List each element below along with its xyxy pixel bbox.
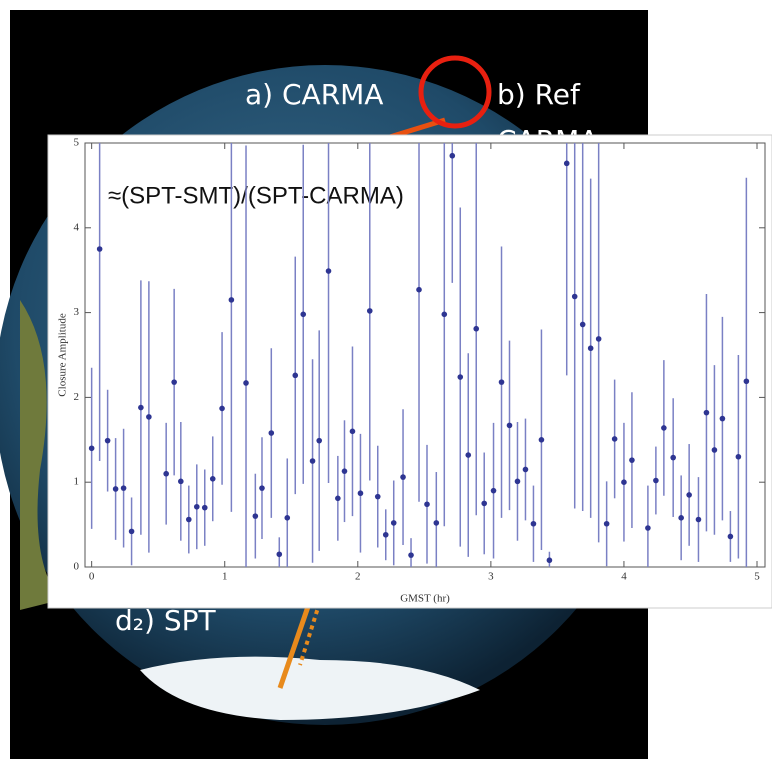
- data-point: [375, 494, 381, 500]
- data-point: [113, 486, 119, 492]
- data-point: [229, 297, 235, 303]
- data-point: [284, 515, 290, 521]
- data-point: [342, 468, 348, 474]
- annotation: ≈(SPT-SMT)/(SPT-CARMA): [108, 182, 404, 209]
- data-point: [457, 374, 463, 380]
- data-point: [202, 505, 208, 511]
- data-point: [89, 445, 95, 451]
- data-point: [326, 268, 332, 274]
- x-axis-label: GMST (hr): [400, 593, 450, 605]
- data-point: [604, 521, 610, 527]
- data-point: [408, 552, 414, 558]
- slide-label: d₂) SPT: [115, 604, 216, 637]
- data-point: [253, 513, 259, 519]
- y-tick-label: 0: [74, 561, 80, 573]
- data-point: [163, 471, 169, 477]
- x-tick-label: 3: [488, 571, 494, 583]
- data-point: [744, 378, 750, 384]
- data-point: [515, 479, 521, 485]
- data-point: [358, 490, 364, 496]
- data-point: [670, 455, 676, 461]
- data-point: [129, 529, 135, 535]
- x-tick-label: 4: [621, 571, 627, 583]
- data-point: [728, 534, 734, 540]
- data-point: [645, 525, 651, 531]
- data-point: [653, 478, 659, 484]
- data-point: [612, 436, 618, 442]
- data-point: [629, 457, 635, 463]
- data-point: [194, 504, 200, 510]
- y-tick-label: 5: [74, 137, 80, 149]
- data-point: [416, 287, 422, 293]
- data-point: [367, 308, 373, 314]
- data-point: [696, 517, 702, 523]
- y-tick-label: 1: [74, 476, 80, 488]
- data-point: [531, 521, 537, 527]
- data-point: [539, 437, 545, 443]
- data-point: [572, 294, 578, 300]
- data-point: [465, 452, 471, 458]
- data-point: [736, 454, 742, 460]
- data-point: [146, 414, 152, 420]
- y-tick-label: 2: [74, 391, 80, 403]
- data-point: [473, 326, 479, 332]
- x-tick-label: 1: [222, 571, 228, 583]
- data-point: [186, 517, 192, 523]
- slide-label: a) CARMA: [245, 78, 383, 111]
- y-axis-label: Closure Amplitude: [57, 313, 69, 397]
- y-tick-label: 3: [74, 306, 80, 318]
- data-point: [316, 438, 322, 444]
- data-point: [547, 557, 553, 563]
- data-point: [210, 476, 216, 482]
- data-point: [243, 380, 249, 386]
- data-point: [434, 520, 440, 526]
- data-point: [391, 520, 397, 526]
- data-point: [424, 501, 430, 507]
- data-point: [105, 438, 111, 444]
- data-point: [292, 373, 298, 379]
- data-point: [621, 479, 627, 485]
- data-point: [678, 515, 684, 521]
- data-point: [219, 406, 225, 412]
- data-point: [507, 423, 513, 429]
- data-point: [400, 474, 406, 480]
- data-point: [449, 153, 455, 159]
- data-point: [178, 479, 184, 485]
- data-point: [564, 161, 570, 167]
- data-point: [121, 485, 127, 491]
- data-point: [441, 311, 447, 317]
- data-point: [276, 551, 282, 557]
- y-tick-label: 4: [74, 221, 80, 233]
- data-point: [712, 447, 718, 453]
- data-point: [499, 379, 505, 385]
- data-point: [686, 492, 692, 498]
- data-point: [335, 496, 341, 502]
- data-point: [97, 246, 103, 252]
- slide-label: b) Ref: [497, 78, 581, 111]
- data-point: [310, 458, 316, 464]
- screen: a) CARMA b) Ref CARMA d₂) SPT ≈(SPT-SMT)…: [0, 0, 772, 759]
- data-point: [580, 322, 586, 328]
- data-point: [481, 501, 487, 507]
- data-point: [661, 425, 667, 431]
- data-point: [704, 410, 710, 416]
- data-point: [596, 336, 602, 342]
- data-point: [300, 311, 306, 317]
- data-point: [259, 485, 265, 491]
- x-tick-label: 2: [355, 571, 361, 583]
- x-tick-label: 0: [89, 571, 95, 583]
- data-point: [523, 467, 529, 473]
- data-point: [269, 430, 275, 436]
- data-point: [491, 488, 497, 494]
- data-point: [720, 416, 726, 422]
- data-point: [350, 429, 356, 435]
- data-point: [588, 345, 594, 351]
- x-tick-label: 5: [754, 571, 760, 583]
- data-point: [171, 379, 177, 385]
- data-point: [383, 532, 389, 538]
- data-point: [138, 405, 144, 411]
